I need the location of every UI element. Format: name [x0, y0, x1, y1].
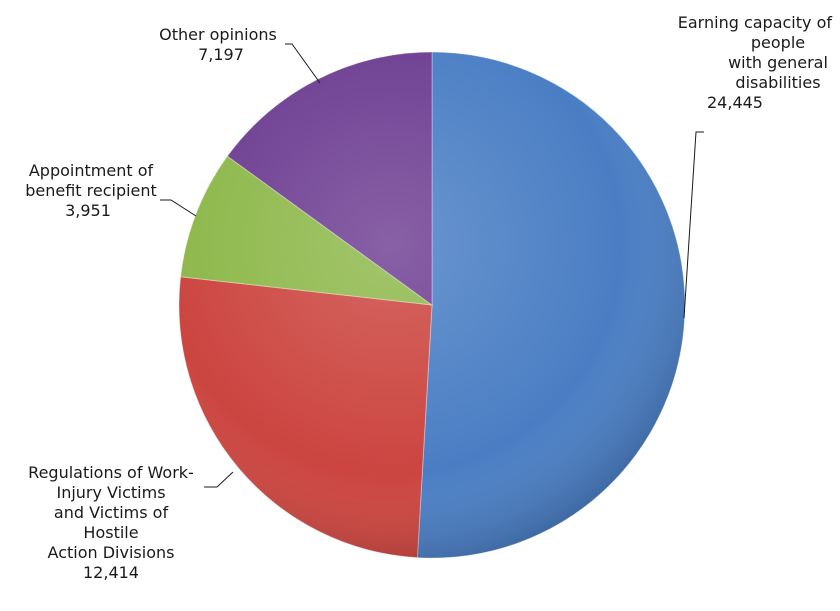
leader-line-2 — [160, 199, 197, 217]
slice-label-line: people — [751, 33, 805, 52]
slice-label-line: disabilities — [735, 73, 820, 92]
slice-label-line: Earning capacity of — [678, 13, 833, 32]
slice-value-label-3: 7,197 — [198, 45, 244, 64]
slice-label-3: Other opinions — [159, 25, 277, 44]
slice-value-label-2: 3,951 — [65, 201, 111, 220]
slice-label-0: Earning capacity of people with general dis… — [678, 13, 833, 92]
pie-slice-1 — [178, 276, 433, 559]
slice-label-line: and Victims of — [54, 503, 169, 522]
slice-value-label-0: 24,445 — [707, 93, 763, 112]
slice-value-label-1: 12,414 — [83, 563, 139, 582]
leader-line-1 — [204, 471, 234, 488]
leader-lines — [160, 43, 704, 488]
leader-line-3 — [285, 43, 321, 84]
slice-labels: Earning capacity of people with general dis… — [25, 13, 832, 582]
slice-label-2: Appointment of benefit recipient — [25, 161, 157, 200]
slice-label-line: benefit recipient — [25, 181, 157, 200]
leader-line-0 — [683, 131, 704, 319]
slice-label-1: Regulations of Work-Injury Victims and Vi… — [28, 463, 194, 562]
slice-label-line: Action Divisions — [48, 543, 175, 562]
slice-label-line: Other opinions — [159, 25, 277, 44]
pie-slices — [178, 51, 686, 559]
slice-label-line: Appointment of — [29, 161, 154, 180]
pie-slice-0 — [416, 51, 686, 559]
slice-label-line: Injury Victims — [56, 483, 165, 502]
slice-label-line: Hostile — [83, 523, 138, 542]
slice-label-line: with general — [728, 53, 828, 72]
slice-label-line: Regulations of Work- — [28, 463, 194, 482]
